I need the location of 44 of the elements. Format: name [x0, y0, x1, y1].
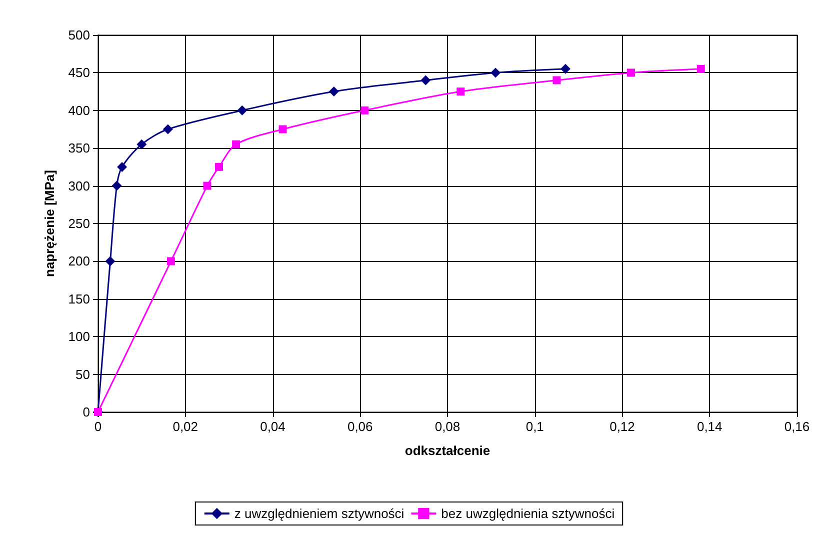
point — [490, 68, 501, 78]
point — [552, 76, 561, 84]
point — [278, 125, 287, 134]
point — [360, 106, 368, 114]
y-tick-label: 200 — [68, 254, 90, 269]
point — [232, 140, 240, 148]
point — [237, 105, 248, 116]
point — [626, 68, 635, 77]
y-tick-label: 250 — [68, 216, 90, 231]
point — [203, 182, 212, 190]
point — [696, 64, 705, 73]
point — [136, 139, 147, 150]
x-tick-label: 0,14 — [696, 419, 722, 434]
point — [112, 180, 122, 191]
point — [420, 75, 431, 86]
point — [166, 257, 175, 266]
legend-label: bez uwzględnienia sztywności — [441, 506, 615, 521]
x-tick-label: 0,12 — [610, 419, 635, 434]
point — [328, 86, 339, 97]
point — [215, 162, 224, 171]
y-axis-title: naprężenie [MPa] — [42, 170, 57, 277]
y-tick-label: 400 — [68, 102, 90, 118]
y-tick-label: 150 — [68, 291, 90, 306]
y-tick-label: 300 — [68, 178, 90, 194]
x-tick-label: 0,06 — [347, 419, 373, 434]
y-tick-label: 0 — [82, 404, 90, 420]
x-tick-label: 0,04 — [260, 419, 286, 434]
point — [117, 162, 128, 172]
point — [560, 64, 570, 74]
x-axis-title: odkształcenie — [404, 443, 490, 458]
point — [162, 124, 173, 134]
x-tick-label: 0,02 — [172, 419, 198, 434]
legend-label: z uwzględnieniem sztywności — [234, 506, 404, 521]
y-tick-label: 100 — [68, 329, 90, 344]
point — [105, 256, 116, 266]
y-tick-label: 500 — [68, 28, 90, 42]
y-tick-label: 350 — [68, 140, 90, 156]
y-tick-label: 450 — [68, 65, 90, 80]
x-tick-label: 0,1 — [526, 419, 544, 434]
point — [456, 88, 465, 96]
x-tick-label: 0,16 — [784, 419, 810, 434]
x-tick-label: 0 — [94, 419, 102, 434]
x-tick-label: 0,08 — [434, 419, 460, 434]
y-tick-label: 50 — [76, 366, 90, 382]
